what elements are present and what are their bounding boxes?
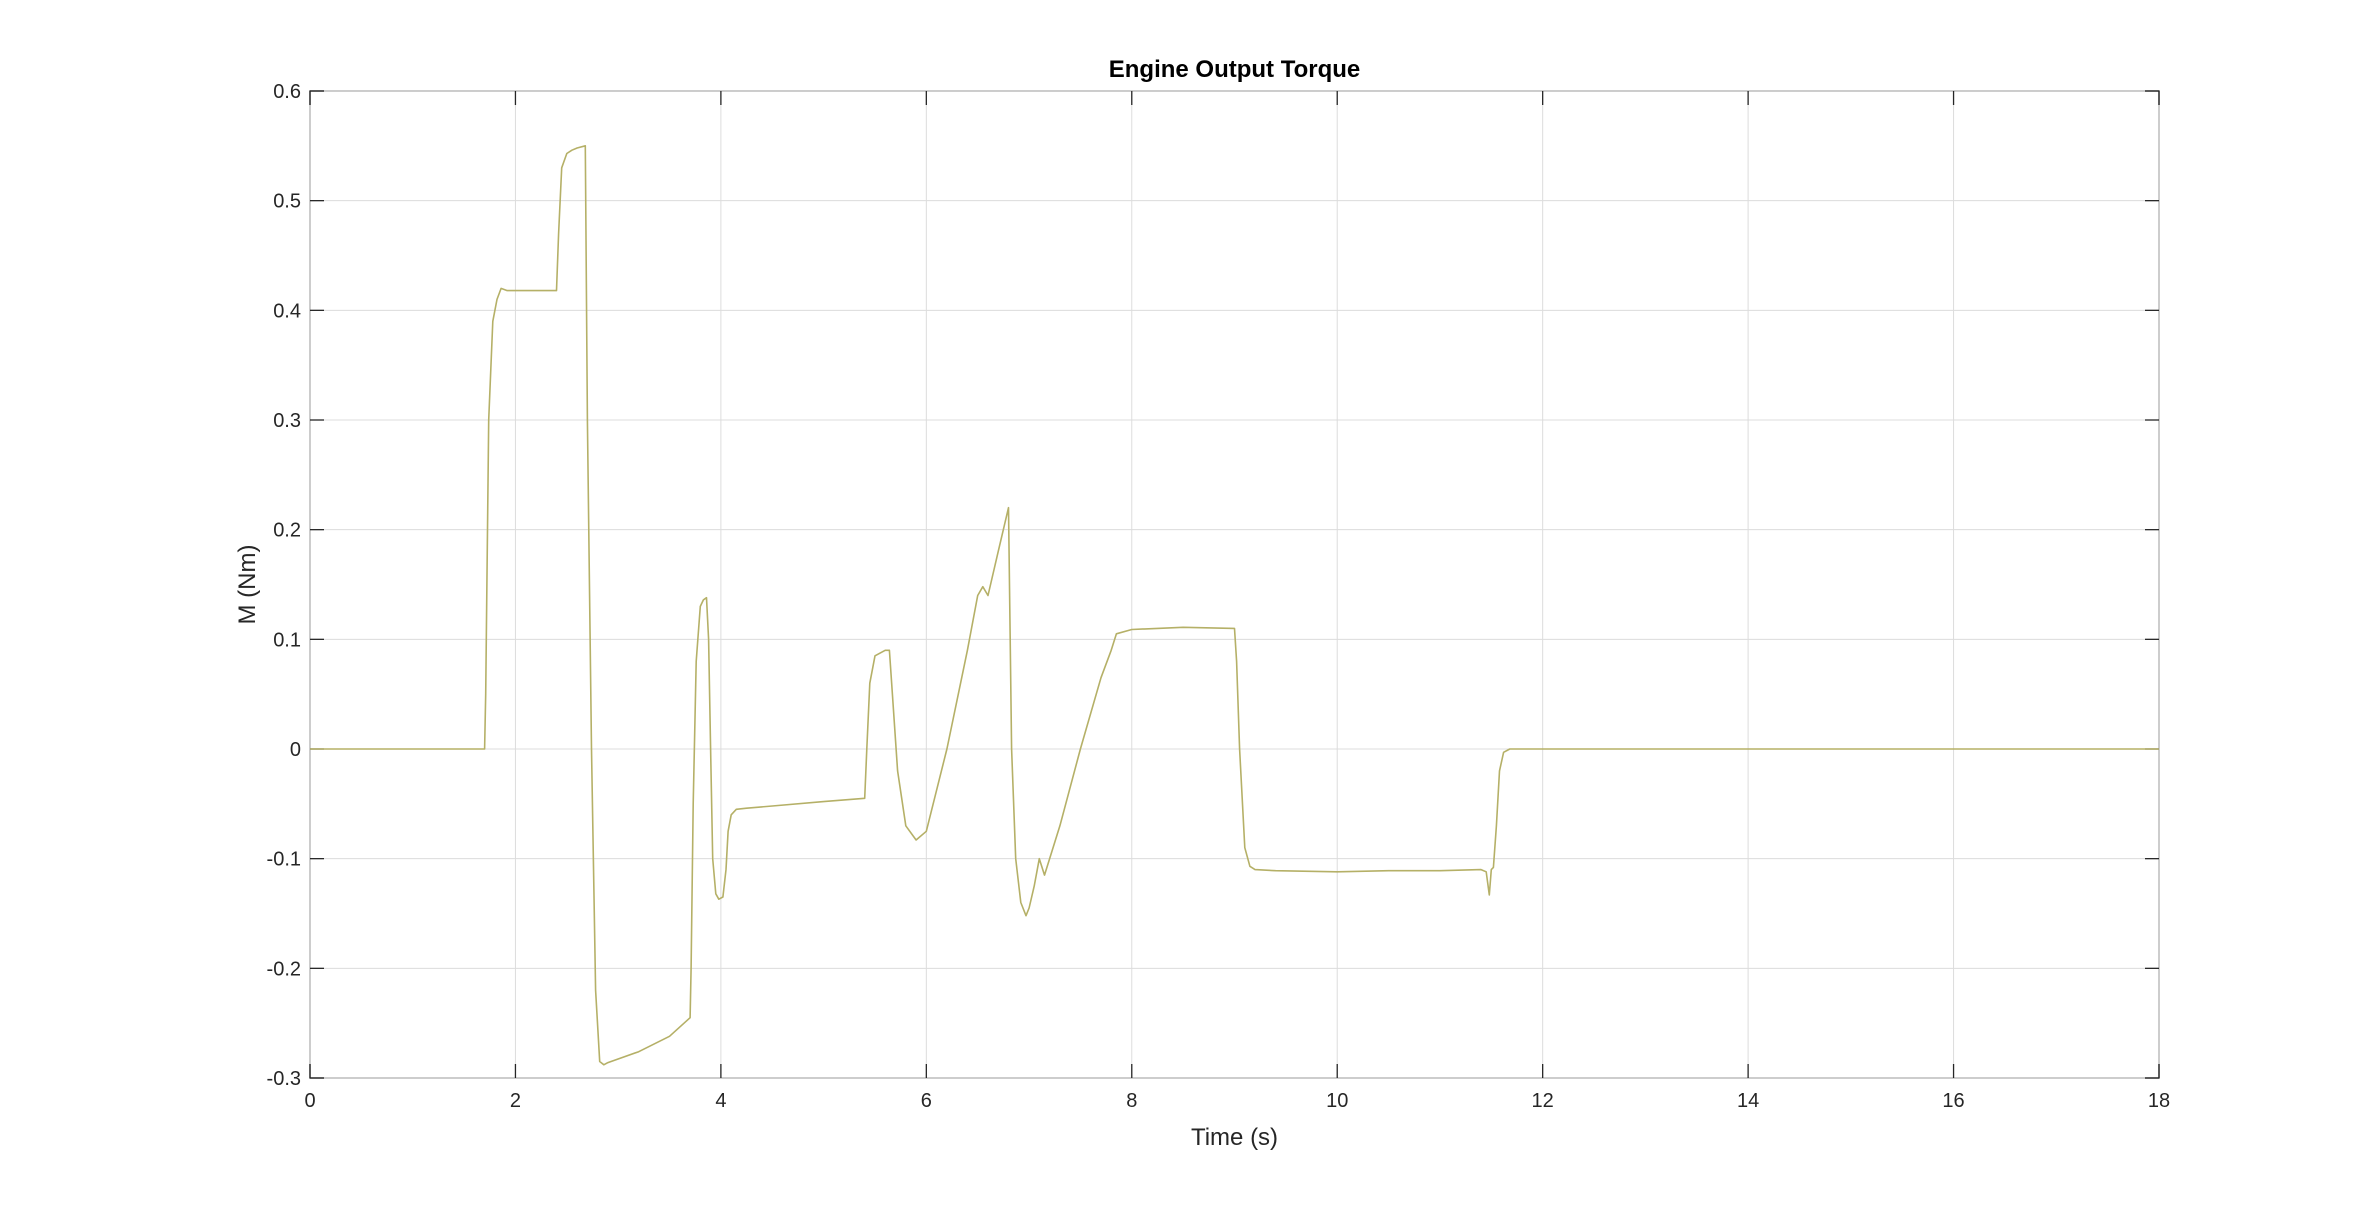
y-tick-label: 0.4 xyxy=(273,300,301,322)
x-tick-label: 6 xyxy=(921,1090,932,1112)
x-tick-label: 2 xyxy=(510,1090,521,1112)
y-tick-label: -0.3 xyxy=(267,1068,301,1090)
chart-title: Engine Output Torque xyxy=(1109,56,1361,83)
x-tick-label: 14 xyxy=(1737,1090,1759,1112)
y-tick-label: 0.3 xyxy=(273,410,301,432)
plot-area xyxy=(309,90,2160,1079)
y-tick-label: 0 xyxy=(290,739,301,761)
y-tick-label: 0.1 xyxy=(273,629,301,651)
y-tick-label: -0.2 xyxy=(267,958,301,980)
x-tick-label: 16 xyxy=(1942,1090,1964,1112)
y-tick-label: 0.6 xyxy=(273,81,301,103)
x-tick-label: 10 xyxy=(1326,1090,1348,1112)
x-tick-label: 0 xyxy=(304,1090,315,1112)
x-tick-label: 18 xyxy=(2148,1090,2170,1112)
x-tick-label: 12 xyxy=(1532,1090,1554,1112)
x-axis-title: Time (s) xyxy=(1191,1124,1278,1151)
series-line-engine-output-torque xyxy=(310,145,2159,1066)
y-tick-label: 0.2 xyxy=(273,520,301,542)
y-tick-label: -0.1 xyxy=(267,849,301,871)
x-tick-labels: 0 2 4 6 8 10 12 14 16 18 xyxy=(304,1090,2170,1112)
y-tick-labels: -0.3 -0.2 -0.1 0 0.1 0.2 0.3 0.4 0.5 0.6 xyxy=(267,81,301,1090)
y-tick-label: 0.5 xyxy=(273,191,301,213)
x-tick-label: 4 xyxy=(715,1090,726,1112)
series-layer xyxy=(310,145,2159,1066)
y-axis-title: M (Nm) xyxy=(234,545,261,625)
x-tick-label: 8 xyxy=(1126,1090,1137,1112)
